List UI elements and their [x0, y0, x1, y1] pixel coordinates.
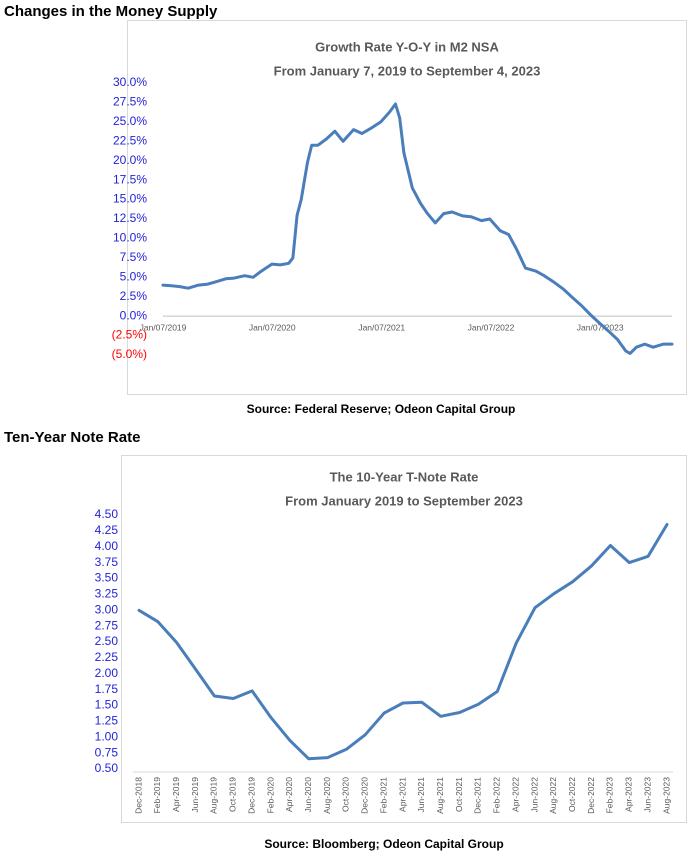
- x-tick-label: Dec-2020: [360, 777, 370, 814]
- y-tick-label: 1.50: [95, 698, 119, 712]
- x-tick-label: Dec-2022: [586, 777, 596, 814]
- y-tick-label: 15.0%: [113, 192, 147, 206]
- x-tick-label: Aug-2020: [322, 777, 332, 814]
- y-tick-label: 1.00: [95, 729, 119, 743]
- y-tick-label: 5.0%: [120, 269, 148, 283]
- y-tick-label: 1.75: [95, 682, 119, 696]
- x-tick-label: Feb-2022: [492, 777, 502, 814]
- x-tick-label: Apr-2019: [171, 777, 181, 812]
- y-tick-label: 2.00: [95, 666, 119, 680]
- y-tick-label: 3.00: [95, 602, 119, 616]
- x-tick-label: Oct-2022: [567, 777, 577, 812]
- section-heading: Changes in the Money Supply: [4, 3, 218, 20]
- x-tick-label: Feb-2021: [378, 777, 388, 814]
- x-tick-label: Apr-2022: [510, 777, 520, 812]
- x-tick-label: Feb-2020: [265, 777, 275, 814]
- chart-title: Growth Rate Y-O-Y in M2 NSA: [315, 39, 499, 54]
- x-tick-label: Oct-2021: [454, 777, 464, 812]
- x-tick-label: Dec-2019: [246, 777, 256, 814]
- y-tick-label: 3.50: [95, 571, 119, 585]
- chart-source: Source: Bloomberg; Odeon Capital Group: [264, 837, 503, 851]
- y-tick-label: (2.5%): [112, 328, 147, 342]
- y-tick-label: 7.5%: [120, 250, 148, 264]
- x-tick-label: Jan/07/2019: [140, 322, 187, 332]
- y-tick-label: 0.75: [95, 745, 119, 759]
- x-tick-label: Oct-2019: [228, 777, 238, 812]
- x-tick-label: Apr-2021: [397, 777, 407, 812]
- y-tick-label: 3.25: [95, 587, 119, 601]
- x-tick-label: Jan/07/2022: [468, 322, 515, 332]
- x-tick-label: Jun-2023: [642, 777, 652, 813]
- y-tick-label: 20.0%: [113, 153, 147, 167]
- section-heading: Ten-Year Note Rate: [4, 429, 140, 446]
- data-line: [137, 523, 669, 761]
- x-tick-label: Aug-2019: [209, 777, 219, 814]
- y-tick-label: 27.5%: [113, 95, 147, 109]
- x-tick-label: Jun-2021: [416, 777, 426, 813]
- chart-source: Source: Federal Reserve; Odeon Capital G…: [247, 402, 516, 416]
- y-tick-label: 12.5%: [113, 211, 147, 225]
- y-tick-label: 25.0%: [113, 114, 147, 128]
- x-tick-label: Apr-2020: [284, 777, 294, 812]
- y-tick-label: 17.5%: [113, 172, 147, 186]
- chart-title: The 10-Year T-Note Rate: [330, 469, 479, 484]
- y-tick-label: (5.0%): [112, 347, 147, 361]
- x-tick-label: Jun-2022: [529, 777, 539, 813]
- x-tick-label: Aug-2021: [435, 777, 445, 814]
- y-tick-label: 4.25: [95, 523, 119, 537]
- chart-subtitle: From January 2019 to September 2023: [285, 493, 523, 508]
- x-tick-label: Feb-2023: [605, 777, 615, 814]
- y-tick-label: 2.25: [95, 650, 119, 664]
- y-tick-label: 3.75: [95, 555, 119, 569]
- x-tick-label: Dec-2018: [133, 777, 143, 814]
- x-tick-label: Dec-2021: [473, 777, 483, 814]
- data-line: [161, 102, 674, 355]
- y-tick-label: 0.0%: [120, 308, 148, 322]
- x-tick-label: Aug-2022: [548, 777, 558, 814]
- y-tick-label: 10.0%: [113, 231, 147, 245]
- chart-frame: [127, 20, 687, 395]
- y-tick-label: 4.50: [95, 507, 119, 521]
- x-tick-label: Jan/07/2023: [577, 322, 624, 332]
- y-tick-label: 2.75: [95, 618, 119, 632]
- chart-subtitle: From January 7, 2019 to September 4, 202…: [274, 63, 541, 78]
- x-tick-label: Jun-2020: [303, 777, 313, 813]
- x-tick-label: Aug-2023: [661, 777, 671, 814]
- x-tick-label: Jun-2019: [190, 777, 200, 813]
- y-tick-label: 22.5%: [113, 133, 147, 147]
- y-tick-label: 0.50: [95, 761, 119, 775]
- y-tick-label: 30.0%: [113, 75, 147, 89]
- x-tick-label: Oct-2020: [341, 777, 351, 812]
- y-tick-label: 2.50: [95, 634, 119, 648]
- x-tick-label: Apr-2023: [624, 777, 634, 812]
- y-tick-label: 2.5%: [120, 289, 148, 303]
- y-tick-label: 4.00: [95, 539, 119, 553]
- x-tick-label: Jan/07/2020: [249, 322, 296, 332]
- x-tick-label: Feb-2019: [152, 777, 162, 814]
- chart-frame: [121, 455, 687, 823]
- x-tick-label: Jan/07/2021: [358, 322, 405, 332]
- y-tick-label: 1.25: [95, 714, 119, 728]
